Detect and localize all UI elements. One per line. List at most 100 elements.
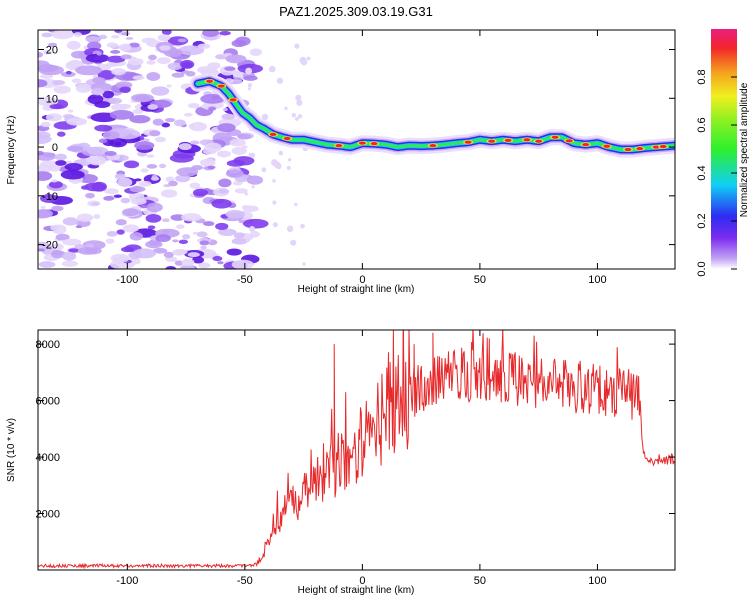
ridge-peak: [535, 139, 543, 143]
noise-speckle: [38, 79, 48, 88]
noise-speckle: [199, 240, 210, 246]
noise-speckle: [225, 209, 246, 219]
spectrogram-ylabel: Frequency (Hz): [6, 116, 17, 185]
noise-speckle: [115, 81, 133, 89]
noise-speckle: [164, 118, 176, 123]
noise-speckle: [52, 79, 66, 86]
noise-speckle: [197, 43, 211, 49]
noise-speckle: [93, 214, 101, 219]
noise-speckle: [199, 158, 216, 167]
noise-speckle: [200, 93, 225, 104]
noise-speckle: [130, 93, 154, 103]
noise-speckle: [178, 239, 189, 245]
noise-speckle: [158, 163, 167, 169]
noise-speckle: [48, 163, 61, 172]
noise-speckle: [66, 145, 84, 152]
noise-speckle: [286, 165, 291, 171]
ridge-peak: [206, 79, 214, 83]
noise-speckle: [139, 204, 148, 209]
noise-speckle: [122, 224, 140, 233]
noise-speckle: [226, 159, 246, 167]
colorbar-tick-label: 0.6: [696, 117, 708, 132]
noise-speckle: [231, 238, 248, 245]
ridge-peak: [565, 139, 573, 143]
noise-speckle: [300, 223, 305, 229]
noise-speckle: [87, 200, 101, 207]
noise-speckle: [224, 66, 236, 71]
noise-speckle: [242, 218, 269, 229]
spectrogram-ytick-label: 20: [46, 45, 58, 57]
noise-speckle: [38, 241, 52, 251]
noise-speckle: [192, 231, 199, 235]
noise-speckle: [229, 138, 246, 147]
noise-speckle: [106, 62, 118, 68]
noise-speckle: [51, 179, 58, 183]
noise-speckle: [162, 218, 170, 223]
noise-speckle: [51, 205, 64, 212]
noise-speckle: [110, 253, 130, 263]
noise-speckle: [272, 179, 276, 183]
colorbar-tick-label: 0.2: [696, 213, 708, 228]
noise-speckle: [219, 30, 231, 36]
noise-speckle: [247, 87, 252, 91]
noise-speckle: [208, 106, 217, 111]
noise-speckle: [245, 67, 253, 75]
noise-speckle: [284, 106, 288, 110]
noise-speckle: [226, 248, 242, 256]
noise-speckle: [40, 121, 51, 128]
noise-speckle: [67, 109, 74, 113]
noise-speckle: [188, 124, 195, 128]
noise-speckle: [247, 83, 252, 88]
noise-speckle: [294, 43, 300, 49]
noise-speckle: [66, 40, 81, 50]
noise-speckle: [176, 167, 199, 177]
noise-speckle: [38, 171, 53, 181]
ridge-peak: [659, 144, 667, 149]
snr-xlabel: Height of straight line (km): [298, 585, 415, 596]
noise-speckle: [102, 131, 120, 140]
colorbar-gradient: [711, 29, 737, 269]
ridge-peak: [551, 135, 559, 139]
noise-speckle: [189, 121, 208, 132]
noise-speckle: [111, 35, 120, 39]
noise-speckle: [188, 103, 200, 109]
noise-speckle: [200, 245, 207, 250]
noise-speckle: [181, 213, 202, 222]
noise-speckle: [70, 50, 88, 59]
noise-speckle: [192, 256, 204, 264]
noise-speckle: [62, 251, 77, 261]
noise-speckle: [62, 217, 79, 226]
noise-speckle: [92, 77, 106, 84]
colorbar: 0.0 0.2 0.4 0.6 0.8 Normalized spectral ampl…: [696, 29, 750, 277]
noise-speckle: [97, 70, 116, 80]
noise-speckle: [163, 251, 174, 258]
noise-speckle: [105, 238, 115, 244]
snr-xtick-label: -100: [116, 575, 138, 587]
noise-speckle: [248, 152, 253, 157]
ridge-peak: [229, 98, 237, 102]
noise-speckle: [86, 146, 109, 156]
noise-speckle: [51, 250, 65, 259]
colorbar-tick-label: 0.0: [696, 261, 708, 276]
noise-speckle: [287, 158, 292, 162]
noise-speckle: [177, 38, 187, 43]
noise-speckle: [146, 154, 155, 158]
ridge-peak: [624, 147, 632, 152]
noise-speckle: [146, 164, 158, 169]
noise-speckle: [114, 30, 123, 33]
noise-speckle: [140, 168, 149, 173]
noise-speckle: [178, 143, 192, 151]
snr-ytick-label: 4000: [36, 452, 60, 464]
spectrogram-xlabel: Height of straight line (km): [298, 284, 415, 295]
noise-speckle: [129, 115, 151, 124]
noise-speckle: [204, 142, 222, 153]
ridge-peak: [370, 142, 378, 146]
snr-ytick-label: 8000: [36, 339, 60, 351]
noise-speckle: [261, 167, 267, 173]
noise-speckle: [276, 77, 284, 84]
noise-speckle: [84, 182, 106, 192]
noise-speckle: [166, 84, 172, 88]
spectrogram-frame: [37, 29, 676, 270]
noise-speckle: [174, 119, 186, 127]
